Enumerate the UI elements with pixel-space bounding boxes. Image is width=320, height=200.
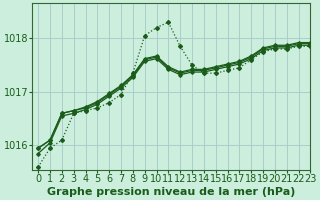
- X-axis label: Graphe pression niveau de la mer (hPa): Graphe pression niveau de la mer (hPa): [47, 187, 295, 197]
